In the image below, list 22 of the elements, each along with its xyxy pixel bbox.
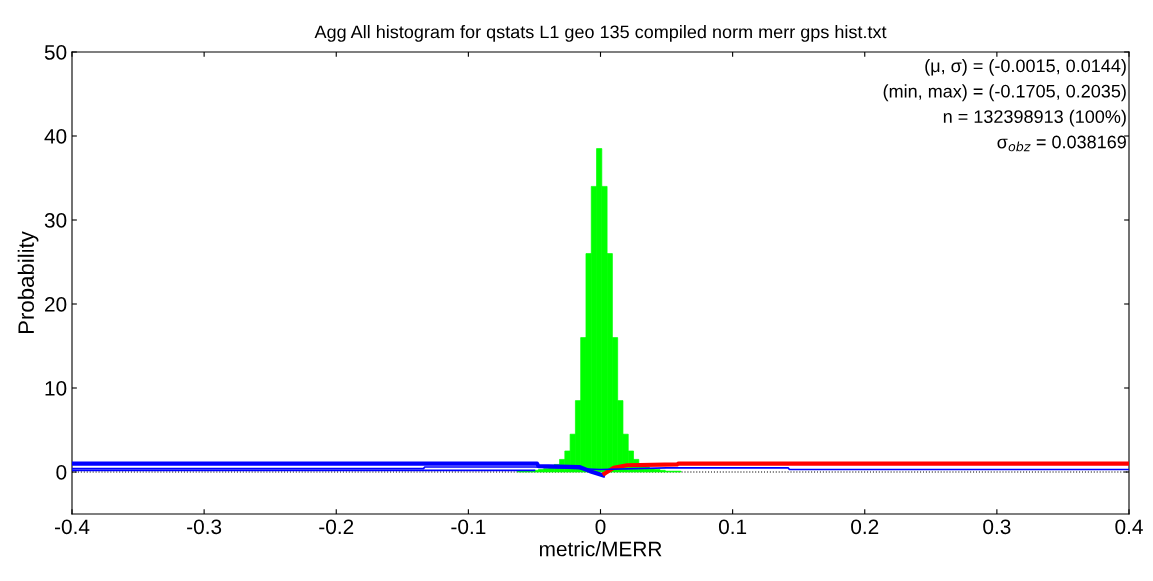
y-tick-label: 0	[56, 465, 67, 480]
x-tick-label: -0.4	[54, 519, 90, 535]
x-tick-label: 0	[595, 519, 606, 535]
y-axis-title: Probability	[17, 231, 39, 334]
x-tick-label: -0.3	[187, 519, 222, 535]
y-tick-label: 30	[44, 213, 67, 228]
y-tick-label: 20	[45, 297, 67, 312]
y-tick-label: 40	[44, 129, 67, 144]
x-tick-label: -0.2	[319, 519, 354, 535]
annotation: n = 132398913 (100%)	[943, 109, 1126, 127]
x-tick-label: -0.1	[451, 519, 486, 535]
chart-title: Agg All histogram for qstats L1 geo 135 compiled norm merr gps hist.txt	[314, 25, 887, 42]
x-tick-label: 0.3	[983, 519, 1011, 535]
x-tick-label: 0.1	[718, 519, 747, 535]
annotation: σ$_{obz}$ = 0.038169	[997, 135, 1126, 152]
x-tick-label: 0.2	[851, 519, 879, 535]
y-tick-label: 10	[45, 381, 67, 396]
x-tick-label: 0.4	[1115, 519, 1143, 535]
annotation: (min, max) = (-0.1705, 0.2035)	[883, 84, 1126, 102]
x-axis-title: metric/MERR	[539, 541, 662, 557]
annotation: (μ, σ) = (-0.0015, 0.0144)	[925, 58, 1126, 76]
y-tick-label: 50	[44, 45, 67, 60]
